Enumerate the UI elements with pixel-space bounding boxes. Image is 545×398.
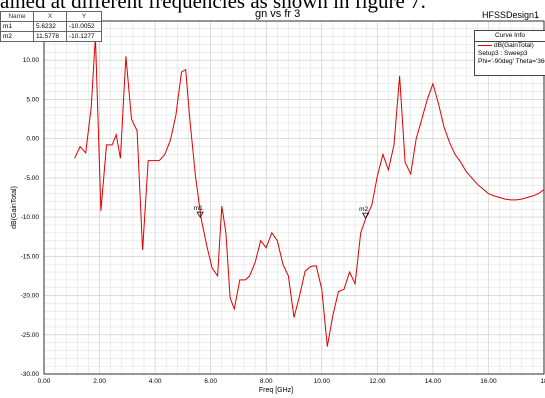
- y-tick-label: 0.00: [26, 136, 39, 143]
- x-tick-label: 12.00: [369, 378, 386, 385]
- marker-table: Name X Y m1 5.6232 -10.0052 m2 11.5778 -…: [0, 11, 102, 42]
- marker-y-cell: -10.0052: [66, 21, 102, 32]
- table-row: m1 5.6232 -10.0052: [0, 21, 102, 32]
- chart-title: gn vs fr 3: [255, 8, 301, 20]
- y-tick-label: -15.00: [21, 253, 40, 260]
- y-tick-label: -20.00: [21, 293, 40, 300]
- x-tick-label: 2.00: [93, 378, 106, 385]
- plot-frame: [43, 20, 545, 375]
- marker-col-name-header: Name: [0, 11, 34, 22]
- y-tick-label: -5.00: [24, 175, 39, 182]
- x-tick-label: 8.00: [260, 378, 273, 385]
- marker-triangle-icon: [361, 212, 370, 219]
- legend-swatch-icon: [478, 44, 492, 46]
- series-line-gain: [74, 36, 545, 347]
- curve-info-setup: Setup3 : Sweep3: [478, 50, 528, 57]
- y-tick-label: -30.00: [21, 371, 40, 378]
- curve-info-series: dB(GainTotal): [475, 42, 545, 50]
- curve-info-title: Curve Info: [475, 31, 545, 42]
- top-caption-text: ained at different frequencies as shown …: [0, 0, 426, 13]
- marker-x-cell: 11.5778: [33, 31, 67, 42]
- design-mark-icon: ᵢ: [537, 14, 538, 20]
- x-tick-label: 6.00: [204, 378, 217, 385]
- marker-col-x-header: X: [33, 11, 67, 22]
- x-tick-label: 18: [540, 378, 545, 385]
- y-tick-label: 10.00: [23, 57, 40, 64]
- x-tick-label: 16.00: [480, 378, 497, 385]
- x-tick-label: 0.00: [38, 378, 51, 385]
- marker-x-cell: 5.6232: [33, 21, 67, 32]
- y-tick-label: 5.00: [26, 96, 39, 103]
- x-axis-label: Freq [GHz]: [259, 387, 293, 394]
- curve-info-angles: Phi='-90deg' Theta='360deg': [478, 58, 545, 65]
- marker-triangle-icon: [196, 211, 204, 218]
- marker-name-cell: m2: [0, 31, 34, 42]
- x-tick-label: 10.00: [314, 378, 331, 385]
- marker-name-cell: m1: [0, 21, 34, 32]
- design-label: HFSSDesign1: [482, 10, 540, 20]
- table-row: m2 11.5778 -10.1277: [0, 31, 102, 42]
- x-tick-label: 14.00: [425, 378, 442, 385]
- x-tick-label: 4.00: [149, 378, 162, 385]
- marker-label: m2: [359, 206, 368, 213]
- marker-table-header-row: Name X Y: [0, 11, 102, 22]
- marker-col-y-header: Y: [66, 11, 102, 22]
- legend-series-name: dB(GainTotal): [494, 42, 534, 49]
- marker-y-cell: -10.1277: [66, 31, 102, 42]
- y-tick-label: -25.00: [21, 332, 40, 339]
- y-axis-label: dB(GainTotal): [11, 186, 18, 229]
- y-tick-label: -10.00: [21, 214, 40, 221]
- marker-label: m1: [194, 205, 203, 212]
- curve-info-legend: Curve Info dB(GainTotal) Setup3 : Sweep3…: [474, 30, 545, 76]
